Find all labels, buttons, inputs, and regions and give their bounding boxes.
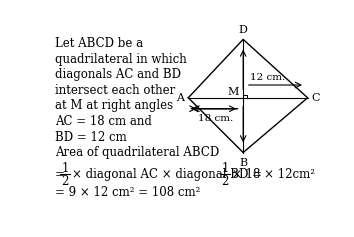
Text: diagonals AC and BD: diagonals AC and BD [55,68,181,82]
Text: D: D [239,25,247,35]
Text: BD = 12 cm: BD = 12 cm [55,131,127,144]
Text: = 9 × 12 cm² = 108 cm²: = 9 × 12 cm² = 108 cm² [55,186,201,199]
Text: intersect each other: intersect each other [55,84,176,97]
Text: × diagonal AC × diagonal BD =: × diagonal AC × diagonal BD = [72,168,262,181]
Text: AC = 18 cm and: AC = 18 cm and [55,115,152,128]
Text: =: = [55,168,65,181]
Text: × 18 × 12cm²: × 18 × 12cm² [232,168,315,181]
Text: 2: 2 [61,175,69,188]
Text: at M at right angles: at M at right angles [55,100,173,113]
Text: 2: 2 [222,175,229,188]
Text: A: A [176,93,184,103]
Text: 18 cm.: 18 cm. [198,114,233,123]
Text: B: B [239,158,247,168]
Text: 1: 1 [61,162,69,174]
Text: Let ABCD be a: Let ABCD be a [55,37,143,50]
Text: 1: 1 [222,162,229,174]
Text: C: C [311,93,319,103]
Text: 12 cm.: 12 cm. [250,73,285,82]
Text: M: M [228,87,239,97]
Text: quadrilateral in which: quadrilateral in which [55,53,187,66]
Text: Area of quadrilateral ABCD: Area of quadrilateral ABCD [55,146,219,160]
